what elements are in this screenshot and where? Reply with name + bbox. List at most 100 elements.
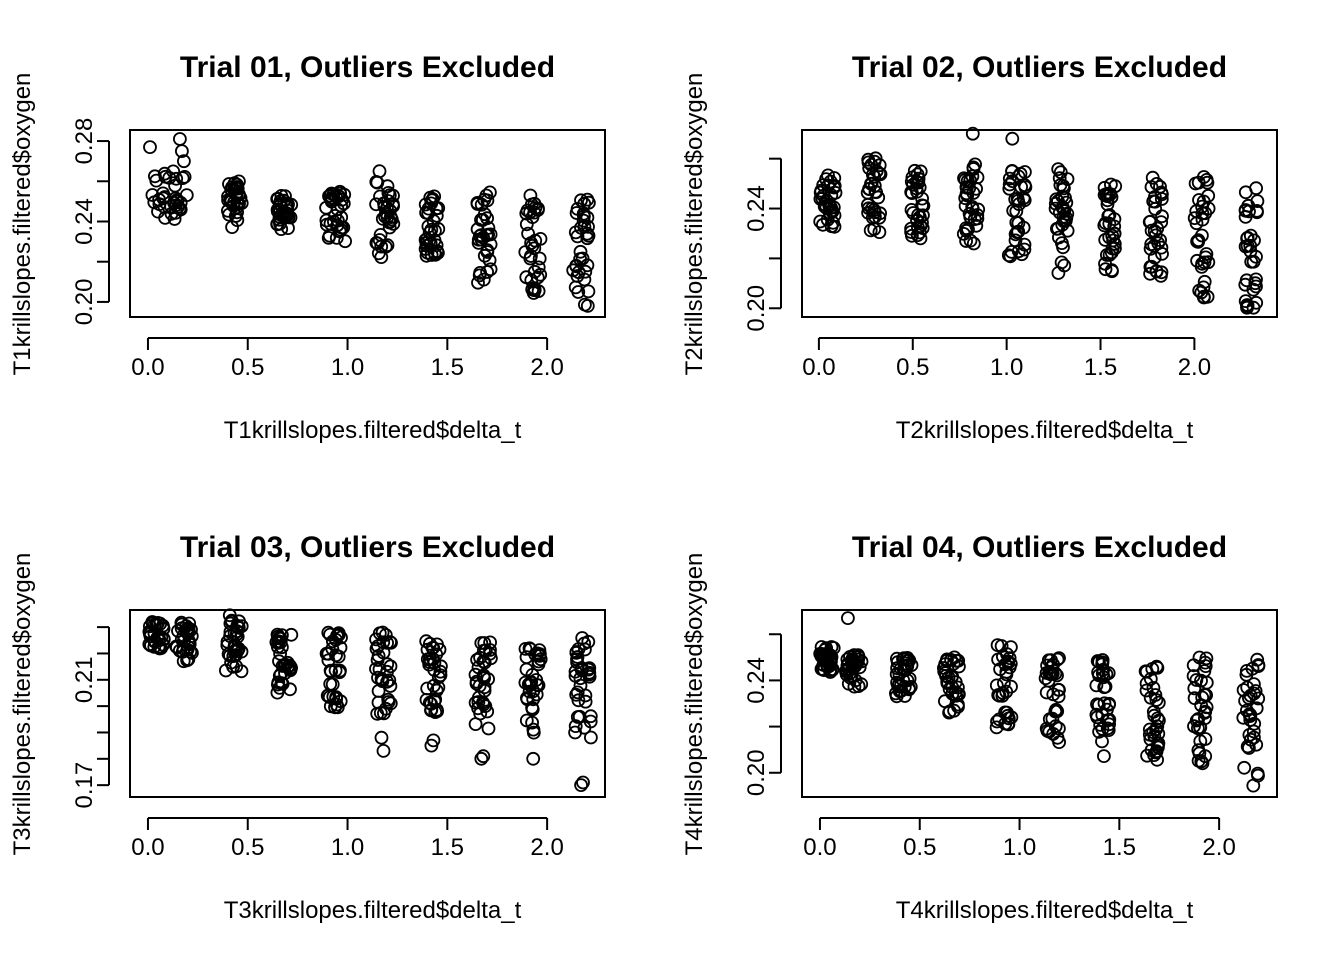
data-point bbox=[909, 181, 924, 196]
data-point bbox=[1096, 749, 1111, 764]
data-point bbox=[230, 177, 244, 192]
data-point bbox=[174, 144, 189, 159]
data-point bbox=[480, 211, 495, 226]
data-point bbox=[183, 644, 198, 659]
data-point bbox=[1142, 215, 1157, 229]
scatter-panel-4: Trial 04, Outliers Excluded 0.0 0.5 1.0 1.5 2… bbox=[681, 531, 1278, 924]
data-point bbox=[571, 265, 586, 280]
data-point bbox=[269, 635, 284, 650]
data-point bbox=[578, 642, 592, 657]
data-point bbox=[381, 185, 396, 200]
data-point bbox=[1091, 698, 1106, 713]
data-point bbox=[152, 631, 167, 646]
data-point bbox=[939, 668, 953, 683]
x-tick-label: 1.0 bbox=[1003, 834, 1036, 861]
data-point bbox=[819, 654, 834, 669]
data-point bbox=[902, 682, 916, 697]
data-point bbox=[577, 196, 592, 211]
data-point bbox=[528, 201, 543, 215]
data-point bbox=[823, 205, 837, 220]
y-tick-label: 0.24 bbox=[71, 198, 98, 245]
data-point bbox=[1102, 696, 1117, 711]
data-point bbox=[472, 268, 487, 283]
data-point bbox=[867, 169, 882, 184]
data-point bbox=[386, 216, 401, 231]
y-axis-label: T1krillslopes.filtered$oxygen bbox=[9, 73, 36, 376]
data-point bbox=[1048, 201, 1063, 216]
x-tick-label: 1.0 bbox=[331, 354, 364, 381]
data-point bbox=[1143, 259, 1158, 274]
data-point bbox=[328, 208, 343, 223]
data-point bbox=[333, 222, 348, 237]
data-point bbox=[319, 646, 334, 661]
data-point bbox=[154, 641, 169, 656]
data-point bbox=[521, 226, 535, 241]
data-point bbox=[143, 140, 157, 155]
data-point bbox=[1140, 748, 1155, 763]
data-point bbox=[478, 699, 493, 714]
y-tick-label: 0.20 bbox=[743, 749, 770, 796]
data-point bbox=[323, 699, 338, 714]
data-point bbox=[370, 706, 385, 721]
data-point bbox=[996, 676, 1011, 691]
y-axis: 0.17 0.21 bbox=[71, 626, 110, 809]
data-point bbox=[1108, 179, 1123, 194]
data-point bbox=[376, 706, 391, 721]
data-point bbox=[331, 188, 346, 203]
data-point bbox=[476, 654, 491, 669]
data-point bbox=[1051, 230, 1066, 245]
data-point bbox=[815, 217, 830, 232]
data-point bbox=[1041, 673, 1056, 688]
data-point bbox=[847, 679, 862, 694]
data-point bbox=[946, 656, 961, 671]
data-point bbox=[386, 199, 401, 213]
data-point bbox=[913, 231, 928, 246]
data-point bbox=[383, 679, 398, 693]
data-point bbox=[1249, 701, 1264, 716]
data-point bbox=[372, 164, 387, 179]
data-point bbox=[531, 654, 546, 669]
y-axis-label: T3krillslopes.filtered$oxygen bbox=[9, 553, 36, 856]
data-point bbox=[184, 622, 198, 637]
data-point bbox=[1017, 242, 1032, 257]
data-point bbox=[334, 198, 349, 213]
data-point bbox=[526, 725, 541, 740]
plot-frame bbox=[801, 129, 1278, 318]
data-point bbox=[1147, 748, 1162, 763]
data-point bbox=[569, 645, 584, 659]
data-point bbox=[321, 653, 336, 668]
x-axis: 0.0 0.5 1.0 1.5 2.0 bbox=[131, 817, 564, 861]
data-point bbox=[1143, 266, 1158, 281]
data-point bbox=[325, 191, 339, 205]
data-point bbox=[222, 608, 237, 623]
x-tick-label: 0.0 bbox=[802, 354, 835, 381]
data-point bbox=[423, 190, 438, 205]
y-tick-label: 0.20 bbox=[743, 285, 770, 332]
data-point bbox=[1246, 282, 1261, 297]
data-point bbox=[581, 284, 596, 299]
data-point bbox=[907, 163, 922, 178]
data-point bbox=[374, 671, 389, 686]
data-point bbox=[530, 646, 545, 661]
data-point bbox=[149, 173, 164, 188]
data-point bbox=[422, 657, 437, 672]
data-point bbox=[527, 283, 541, 298]
data-point bbox=[1049, 702, 1063, 717]
data-point bbox=[570, 710, 585, 724]
y-axis: 0.20 0.24 bbox=[743, 633, 782, 796]
data-point bbox=[966, 236, 981, 251]
data-point bbox=[911, 208, 926, 223]
data-point bbox=[1142, 727, 1157, 742]
data-point bbox=[429, 238, 444, 253]
data-point bbox=[431, 670, 446, 685]
data-point bbox=[898, 656, 913, 671]
data-point bbox=[162, 170, 177, 185]
data-point bbox=[990, 714, 1004, 729]
chart-title: Trial 01, Outliers Excluded bbox=[180, 51, 555, 84]
data-point bbox=[568, 725, 582, 740]
y-tick-label: 0.17 bbox=[71, 762, 98, 809]
x-tick-label: 1.0 bbox=[331, 834, 364, 861]
data-point bbox=[382, 220, 397, 235]
data-point bbox=[523, 188, 538, 203]
data-point bbox=[278, 666, 292, 681]
